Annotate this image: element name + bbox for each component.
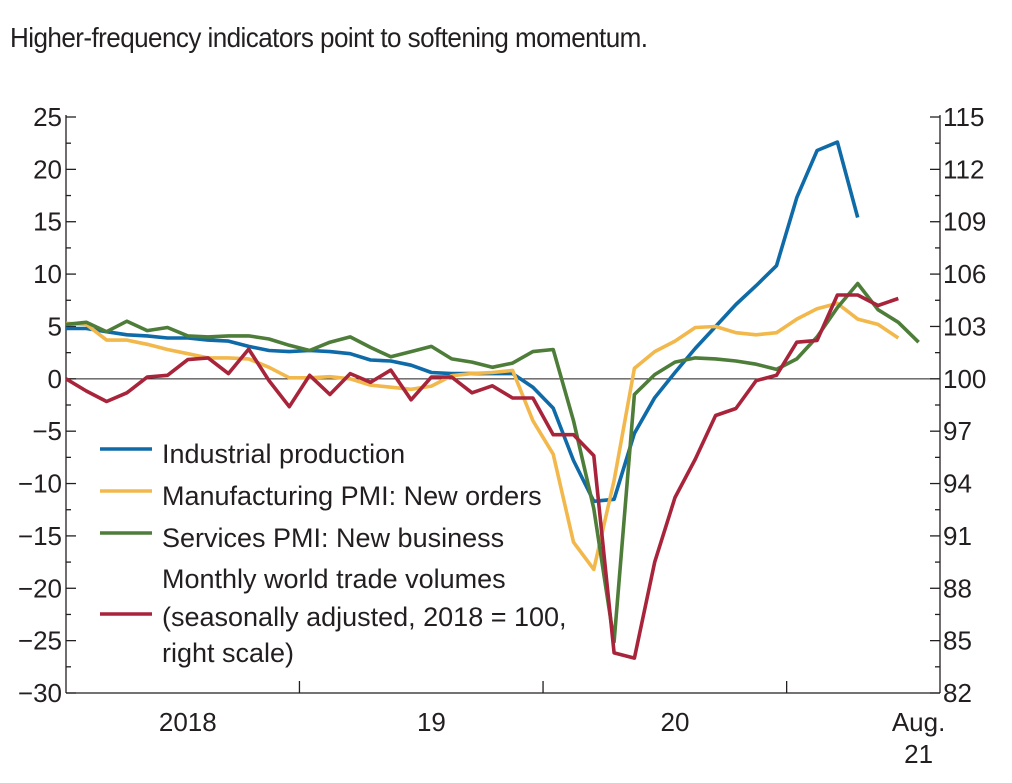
x-tick-label: 2018 bbox=[159, 707, 217, 737]
x-tick-label: 19 bbox=[417, 707, 446, 737]
left-tick-label: −10 bbox=[18, 469, 62, 499]
left-tick-label: 10 bbox=[33, 259, 62, 289]
chart-legend: Industrial production Manufacturing PMI: … bbox=[100, 439, 567, 668]
legend-label-3: Services PMI: New business bbox=[162, 523, 504, 553]
legend-label-4: right scale) bbox=[162, 638, 294, 668]
right-tick-label: 106 bbox=[943, 259, 986, 289]
x-tick-label-line: 2018 bbox=[159, 707, 217, 737]
left-tick-label: −25 bbox=[18, 626, 62, 656]
legend-label-4: (seasonally adjusted, 2018 = 100, bbox=[162, 602, 567, 632]
right-tick-label: 115 bbox=[943, 102, 984, 132]
left-tick-label: 0 bbox=[48, 364, 62, 394]
right-tick-label: 112 bbox=[943, 154, 984, 184]
left-tick-label: 5 bbox=[48, 311, 62, 341]
x-tick-label-line: 21 bbox=[904, 739, 933, 769]
series-line-4 bbox=[65, 293, 899, 660]
chart-title: Higher-frequency indicators point to sof… bbox=[10, 22, 648, 53]
right-tick-label: 103 bbox=[943, 311, 986, 341]
legend-label-2: Manufacturing PMI: New orders bbox=[162, 481, 542, 511]
series-line-3 bbox=[65, 281, 920, 644]
right-tick-label: 88 bbox=[943, 573, 972, 603]
left-tick-label: −15 bbox=[18, 521, 62, 551]
legend-label-1: Industrial production bbox=[162, 439, 405, 469]
left-tick-label: 25 bbox=[33, 102, 62, 132]
right-tick-label: 109 bbox=[943, 207, 986, 237]
x-tick-label-line: Aug. bbox=[892, 707, 946, 737]
x-tick-label: 20 bbox=[661, 707, 690, 737]
right-tick-label: 97 bbox=[943, 416, 972, 446]
left-tick-label: −20 bbox=[18, 573, 62, 603]
legend-label-4: Monthly world trade volumes bbox=[162, 564, 506, 594]
right-tick-label: 91 bbox=[943, 521, 972, 551]
right-tick-label: 100 bbox=[943, 364, 986, 394]
left-tick-label: −30 bbox=[18, 678, 62, 708]
right-tick-label: 85 bbox=[943, 626, 972, 656]
right-tick-label: 82 bbox=[943, 678, 972, 708]
left-tick-label: 15 bbox=[33, 207, 62, 237]
x-tick-label-line: 19 bbox=[417, 707, 446, 737]
x-tick-label-line: 20 bbox=[661, 707, 690, 737]
left-tick-label: −5 bbox=[32, 416, 62, 446]
left-tick-label: 20 bbox=[33, 154, 62, 184]
right-tick-label: 94 bbox=[943, 469, 972, 499]
chart-axes: 25 20 15 10 5 0 −5 −10 −15 −20 −25 −30 115 112 109 106 1… bbox=[18, 102, 987, 769]
chart-series bbox=[65, 140, 920, 660]
x-tick-label: Aug. 21 bbox=[892, 707, 946, 769]
